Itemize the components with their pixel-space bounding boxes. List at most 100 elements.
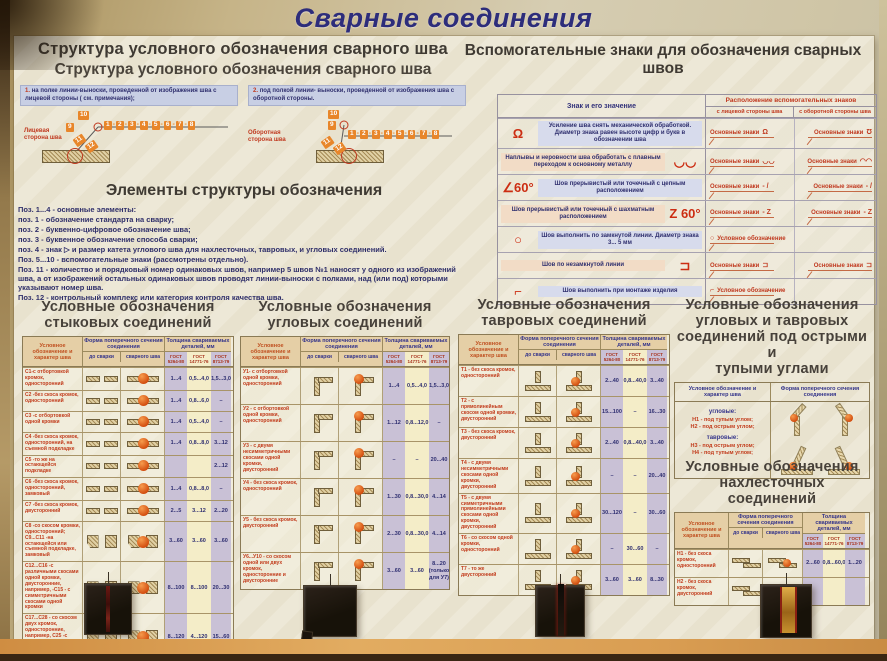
row-label: Т1 - без скоса кромок, односторонний (459, 366, 519, 397)
table-heading: Условные обозначения угловых соединений (258, 299, 432, 331)
cross-section-pre (85, 435, 119, 453)
position-chip: 10 (78, 111, 90, 120)
table-row: У3 - с двумя несимметричными скосами одн… (241, 441, 449, 479)
cell-value: 0,8...30,0 (405, 479, 429, 516)
cross-section-pre (85, 370, 119, 388)
cell-value: 0,8...12,0 (405, 405, 429, 442)
table-row: С6 -без скоса кромок, односторонний, зам… (23, 477, 233, 500)
row-label: У1- с отбортовкой одной кромки, одностор… (241, 368, 301, 405)
position-chip: 6 (163, 121, 172, 130)
table-header-thickness: Толщина свариваемых деталей, мм (165, 336, 231, 352)
cross-section-post (562, 538, 596, 560)
placement-back: Основные знаки Ʊ (794, 119, 876, 149)
cross-section-pre (85, 480, 119, 498)
cell-value: 1...12 (383, 405, 405, 442)
cell-value: 3...40 (647, 428, 667, 459)
cross-section-pre (85, 502, 119, 520)
table-header-gost: ГОСТ 5264-80 (383, 351, 405, 367)
joint-group-label: угловые: (708, 408, 737, 415)
table-header-pre: до сварки (301, 351, 339, 362)
cell-value (187, 455, 211, 478)
elements-line: Поз. 12 - контрольный комплекс или катег… (18, 293, 284, 302)
placement-back: Основные знаки ◠◠ (794, 149, 876, 175)
table-header-post: сварного шва (343, 353, 379, 360)
cross-section-post (562, 432, 596, 454)
table-header-gost: ГОСТ 8713-79 (211, 351, 231, 367)
placement-back: Основные знаки - / (794, 175, 876, 201)
table-row: С8 -со скосом кромки, односторонний; С9.… (23, 520, 233, 562)
row-label: Т4 - с двумя несимметричными скосами одн… (459, 459, 519, 493)
table-header-gost: ГОСТ 5264-80 (601, 349, 623, 365)
placement-front: Основные знаки ⊐ (706, 253, 794, 278)
cross-section-pre (85, 532, 119, 551)
weld-face-diagram: Лицевая сторона шва 1-2-3-4-5-6-7-8 10 9 1… (20, 110, 234, 168)
cell-value: 20...30 (211, 562, 231, 614)
cell-value: 0,8...6,0 (187, 390, 211, 411)
table-row: Т1 - без скоса кромок, односторонний 2...… (459, 365, 669, 397)
cross-section-pre (521, 538, 555, 560)
row-label: Т3 - без скоса кромок, двусторонний (459, 428, 519, 459)
structure-heading-1: Структура условного обозначения сварного… (38, 40, 448, 58)
placement-front: Основные знаки ◡◡ (710, 157, 775, 167)
position-chip: 7 (419, 130, 428, 139)
joint-table-tee: Условные обозначения тавровых соединений У… (458, 297, 670, 597)
cell-value: 1...4 (383, 368, 405, 405)
cell-value: 1...4 (165, 368, 187, 390)
row-label: Н1 - под тупым углом; (692, 416, 753, 423)
table-heading: Условные обозначения угловых и тавровых со… (676, 297, 868, 377)
cell-value: 3...12 (187, 500, 211, 521)
cell-value: 0,8...60,0 (823, 550, 845, 578)
cell-value: 1...4 (165, 390, 187, 411)
position-chip: 10 (328, 110, 340, 119)
cross-section-post (126, 413, 160, 431)
cell-value: – (211, 478, 231, 500)
stand-shelf-strip (0, 639, 887, 654)
note-text: под полкой линии- выноски, проведенной о… (253, 88, 455, 102)
cell-value: 8...30 (647, 565, 667, 596)
cross-section-post (126, 532, 160, 551)
cell-value: – (211, 411, 231, 432)
cell-value: 3...60 (623, 565, 647, 596)
cell-value: 2...40 (601, 366, 623, 397)
position-chip: 3 (127, 121, 136, 130)
sign-meaning: Шов выполнить по замкнутой линии. Диамет… (538, 230, 702, 249)
weld-sign-symbol: ⌐ (514, 284, 522, 300)
position-chip: 9 (328, 121, 336, 130)
cross-section-pre (730, 556, 761, 572)
cell-value: 1,5...3,0 (211, 368, 231, 390)
table-row: С7 -без скоса кромок, двусторонний 2...5 3… (23, 499, 233, 521)
table-header-gost: ГОСТ 14771-76 (187, 351, 211, 367)
cell-value: 8...100 (165, 562, 187, 614)
cell-value: – (601, 534, 623, 565)
placement-front: ○ Условное обозначение (710, 235, 786, 245)
cell-value: 2...5 (165, 500, 187, 521)
position-chip: 5 (151, 121, 160, 130)
table-header-row: Условное обозначение и характер шва Форма… (675, 512, 869, 550)
table-header-post: сварного шва (765, 529, 801, 536)
cell-value: 16...30 (647, 397, 667, 428)
table-header-label: Условное обозначение и характер шва (675, 512, 729, 549)
cell-value: – (623, 459, 647, 493)
table-row: Т5 - с двумя симметричными прямолинейным… (459, 492, 669, 534)
aux-row: ∠60° Шов прерывистый или точечный с цепны… (498, 174, 876, 201)
elements-heading: Элементы структуры обозначения (105, 182, 383, 199)
diagram-label: Оборотная сторона шва (248, 130, 286, 144)
aux-heading: Вспомогательные знаки для обозначения св… (464, 42, 862, 77)
cross-section-post (562, 465, 596, 487)
table-row: Т2 - с прямолинейным скосом одной кромки… (459, 396, 669, 428)
welded-sample-lap (760, 573, 812, 638)
cell-value: 0,5...4,0 (187, 411, 211, 432)
cell-value (823, 578, 845, 606)
cross-section-post (562, 370, 596, 392)
position-chip: 5 (395, 130, 404, 139)
row-label: Н2 - под острым углом; (690, 423, 755, 430)
sign-meaning: Наплывы и неровности шва обработать с пл… (501, 152, 665, 171)
cell-value: – (623, 397, 647, 428)
weld-sign-symbol: ⊐ (679, 258, 691, 274)
cell-value: 3...12 (211, 432, 231, 455)
table-header-gost: ГОСТ 8713-79 (845, 533, 865, 549)
cell-value: – (601, 459, 623, 493)
hatched-plate (42, 148, 110, 164)
aux-row: ⌐ Шов выполнить при монтаже изделия ⌐ Услов… (498, 278, 876, 305)
cross-section-post (779, 402, 815, 440)
